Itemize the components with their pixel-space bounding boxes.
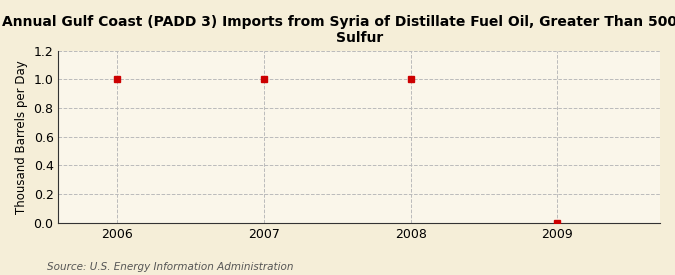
Title: Annual Gulf Coast (PADD 3) Imports from Syria of Distillate Fuel Oil, Greater Th: Annual Gulf Coast (PADD 3) Imports from … — [2, 15, 675, 45]
Text: Source: U.S. Energy Information Administration: Source: U.S. Energy Information Administ… — [47, 262, 294, 272]
Y-axis label: Thousand Barrels per Day: Thousand Barrels per Day — [15, 60, 28, 214]
